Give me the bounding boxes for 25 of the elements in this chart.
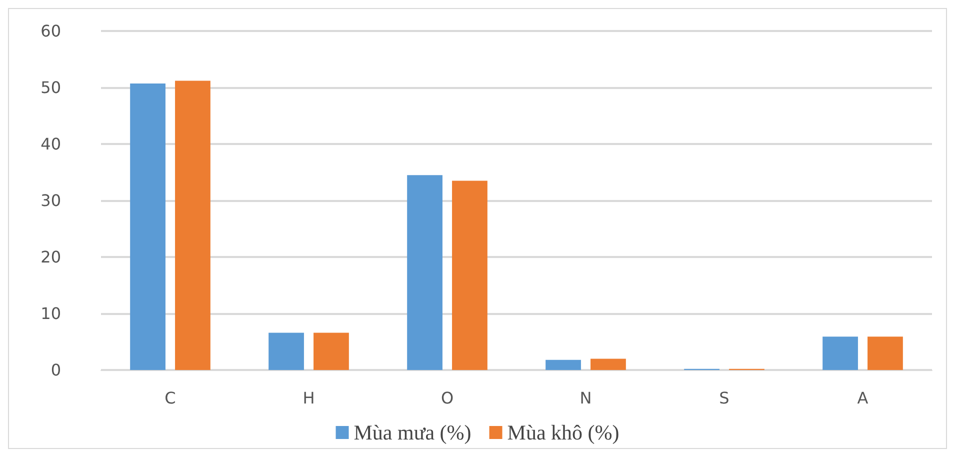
bar: [314, 332, 349, 370]
bar: [822, 336, 858, 370]
x-tick-label: N: [580, 388, 592, 408]
bar: [868, 336, 903, 370]
y-tick-label: 20: [40, 248, 61, 266]
x-tick-label: S: [719, 388, 730, 408]
y-tick-label: 40: [40, 134, 61, 154]
bar: [268, 332, 304, 370]
y-tick-label: 60: [40, 22, 61, 40]
y-tick-label: 10: [40, 304, 61, 323]
x-tick-label: C: [164, 388, 176, 408]
x-tick-label: O: [440, 388, 454, 408]
bar: [452, 180, 488, 370]
legend-label: Mùa mưa (%): [354, 420, 472, 444]
bar: [546, 360, 581, 370]
x-tick-label: H: [302, 388, 315, 408]
bar: [175, 80, 210, 370]
x-tick-label: A: [857, 388, 868, 408]
y-tick-label: 0: [50, 360, 61, 380]
bar: [407, 175, 442, 370]
y-tick-label: 50: [40, 78, 61, 97]
bar: [590, 358, 626, 370]
legend-label: Mùa khô (%): [507, 420, 620, 444]
bar: [130, 84, 166, 370]
y-tick-label: 30: [40, 191, 61, 210]
